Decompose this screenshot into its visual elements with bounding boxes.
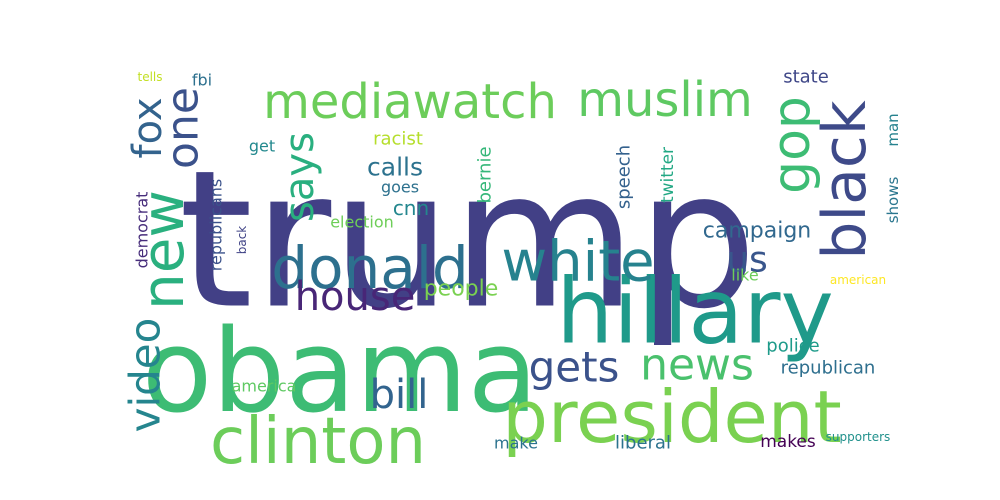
word-democrat: democrat bbox=[133, 192, 152, 269]
word-gop: gop bbox=[762, 96, 822, 194]
word-get: get bbox=[249, 137, 275, 156]
word-state: state bbox=[783, 67, 829, 88]
word-bill: bill bbox=[370, 372, 429, 418]
word-fox: fox bbox=[125, 98, 171, 159]
word-republican: republican bbox=[781, 358, 876, 379]
word-supporters: supporters bbox=[826, 430, 891, 444]
word-gets: gets bbox=[529, 343, 620, 392]
word-mediawatch: mediawatch bbox=[263, 74, 557, 130]
word-racist: racist bbox=[373, 129, 423, 150]
word-calls: calls bbox=[367, 153, 423, 182]
word-black: black bbox=[810, 100, 880, 260]
word-shows: shows bbox=[884, 177, 902, 224]
word-liberal: liberal bbox=[615, 433, 671, 454]
word-news: news bbox=[640, 340, 754, 391]
word-us: us bbox=[726, 240, 768, 281]
word-obama: obama bbox=[142, 305, 538, 439]
word-one: one bbox=[158, 87, 209, 169]
word-election: election bbox=[330, 213, 394, 232]
word-house: house bbox=[295, 274, 416, 320]
word-like: like bbox=[731, 266, 758, 285]
word-goes: goes bbox=[381, 178, 419, 197]
word-make: make bbox=[494, 434, 538, 453]
word-says: says bbox=[277, 132, 323, 222]
word-trump: trump bbox=[179, 130, 758, 351]
word-white: white bbox=[501, 230, 654, 295]
word-muslim: muslim bbox=[577, 72, 753, 128]
word-donald: donald bbox=[271, 234, 469, 302]
word-cnn: cnn bbox=[393, 196, 429, 220]
word-twitter: twitter bbox=[658, 147, 678, 203]
word-president: president bbox=[502, 375, 841, 459]
word-republicans: republicans bbox=[207, 179, 226, 272]
word-new: new bbox=[129, 190, 197, 310]
word-clinton: clinton bbox=[210, 405, 426, 479]
word-back: back bbox=[235, 226, 249, 255]
word-american: american bbox=[830, 273, 886, 287]
word-bernie: bernie bbox=[475, 146, 496, 203]
word-man: man bbox=[884, 113, 902, 146]
word-tells: tells bbox=[137, 70, 162, 84]
word-campaign: campaign bbox=[703, 219, 811, 244]
word-people: people bbox=[424, 277, 499, 302]
word-makes: makes bbox=[760, 432, 816, 452]
word-america: america bbox=[232, 377, 297, 396]
word-speech: speech bbox=[614, 145, 635, 209]
word-police: police bbox=[766, 336, 819, 357]
word-fbi: fbi bbox=[192, 71, 212, 90]
word-video: video bbox=[121, 318, 170, 433]
word-hillary: hillary bbox=[556, 260, 833, 365]
